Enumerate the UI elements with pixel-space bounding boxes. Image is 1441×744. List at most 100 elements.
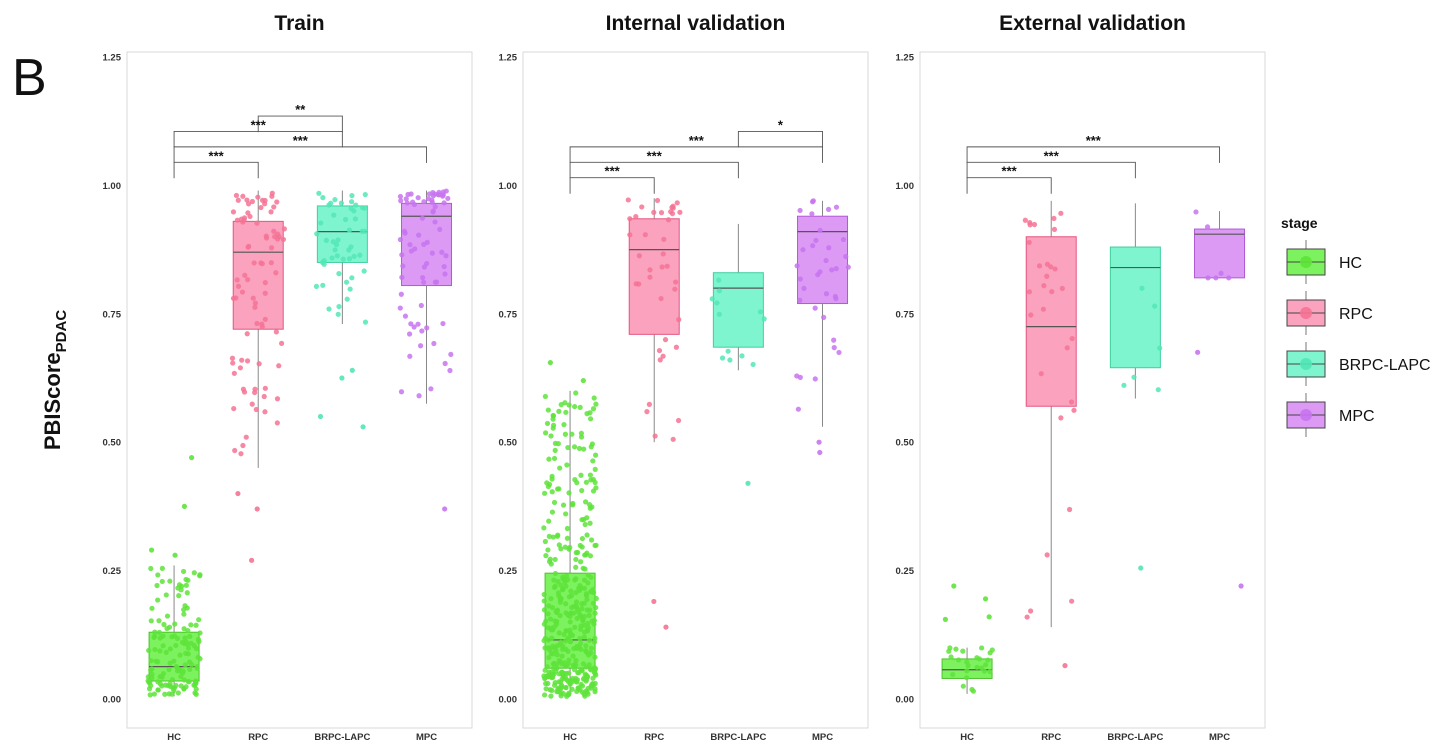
bracket-line <box>966 177 1052 194</box>
data-point <box>197 573 203 579</box>
data-point <box>584 411 590 417</box>
data-point <box>432 204 438 210</box>
data-point <box>542 430 549 436</box>
data-point <box>588 645 594 651</box>
data-point <box>349 193 355 199</box>
svg-text:PBIScorePDAC: PBIScorePDAC <box>40 310 70 450</box>
data-point <box>577 404 583 411</box>
data-point <box>334 253 340 259</box>
data-point <box>823 291 830 297</box>
data-point <box>750 361 756 368</box>
data-point <box>192 690 198 696</box>
y-tick-label: 0.25 <box>499 566 518 577</box>
data-point <box>172 621 178 627</box>
data-point <box>274 396 281 402</box>
data-point <box>578 472 584 478</box>
data-point <box>419 215 426 221</box>
data-point <box>1049 289 1055 295</box>
data-point <box>442 360 448 367</box>
x-tick-label: BRPC-LAPC <box>1107 732 1163 743</box>
data-point <box>238 216 245 222</box>
data-point <box>583 648 589 655</box>
data-point <box>1022 217 1028 223</box>
data-point <box>1024 614 1030 620</box>
data-point <box>564 535 570 541</box>
data-point <box>658 295 664 302</box>
data-point <box>432 279 438 285</box>
data-point <box>262 280 268 286</box>
data-point <box>593 485 599 491</box>
data-point <box>548 693 554 699</box>
y-axis-title-main: PBIScore <box>40 352 65 450</box>
data-point <box>252 389 258 396</box>
data-point <box>546 518 552 524</box>
data-point <box>274 420 280 426</box>
data-point <box>1028 312 1034 318</box>
data-point <box>556 408 562 414</box>
data-point <box>441 263 447 270</box>
data-point <box>262 316 268 322</box>
data-point <box>960 683 966 689</box>
data-point <box>163 592 169 598</box>
significance-label: *** <box>605 164 621 179</box>
data-point <box>843 253 849 260</box>
data-point <box>563 511 569 517</box>
data-point <box>549 476 555 482</box>
data-point <box>573 556 579 563</box>
y-tick-label: 1.00 <box>499 181 518 192</box>
data-point <box>195 636 201 642</box>
data-point <box>555 532 561 538</box>
data-point <box>399 252 405 258</box>
outlier-point <box>745 480 751 486</box>
data-point <box>346 247 352 253</box>
data-point <box>561 422 567 428</box>
data-point <box>948 654 954 660</box>
data-point <box>336 271 342 277</box>
legend-label: BRPC-LAPC <box>1339 357 1431 374</box>
data-point <box>1052 266 1058 272</box>
data-point <box>162 691 168 697</box>
data-point <box>145 678 151 684</box>
data-point <box>974 655 980 661</box>
significance-bracket: *** <box>569 133 823 163</box>
data-point <box>545 483 551 490</box>
data-point <box>548 596 554 602</box>
data-point <box>581 613 588 620</box>
panel-title: External validation <box>999 12 1186 35</box>
data-point <box>432 219 438 225</box>
data-point <box>644 409 650 415</box>
data-point <box>567 619 573 625</box>
data-point <box>625 197 631 203</box>
data-point <box>194 665 200 671</box>
data-point <box>1213 275 1219 281</box>
data-point <box>173 642 179 649</box>
y-tick-label: 1.25 <box>499 53 518 64</box>
jitter-points <box>946 645 995 694</box>
data-point <box>566 402 572 408</box>
data-point <box>542 645 548 651</box>
data-point <box>262 385 268 391</box>
data-point <box>542 490 548 496</box>
x-tick-label: RPC <box>644 732 664 743</box>
jitter-points <box>145 565 203 698</box>
data-point <box>399 274 405 280</box>
data-point <box>1051 215 1057 222</box>
jitter-points <box>229 190 287 457</box>
data-point <box>263 233 269 239</box>
data-point <box>148 565 154 572</box>
data-point <box>561 577 568 583</box>
box-rpc <box>625 197 683 443</box>
data-point <box>581 577 588 583</box>
data-point <box>829 267 835 273</box>
data-point <box>344 296 350 302</box>
data-point <box>578 430 585 436</box>
data-point <box>552 440 559 447</box>
data-point <box>587 607 593 613</box>
data-point <box>565 444 571 451</box>
data-point <box>268 245 275 251</box>
bracket-line <box>569 161 739 179</box>
data-point <box>797 207 803 214</box>
data-point <box>581 585 588 591</box>
outlier-point <box>817 449 823 456</box>
outlier-point <box>942 616 949 622</box>
